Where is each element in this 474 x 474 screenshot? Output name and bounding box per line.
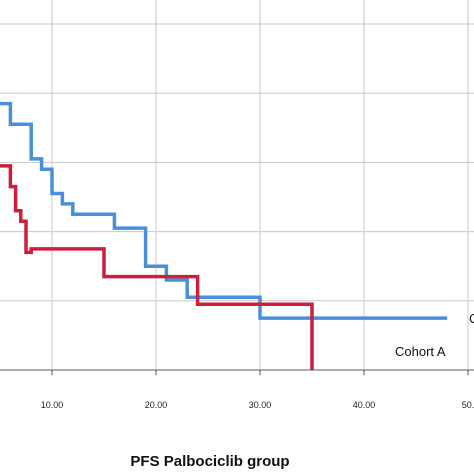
x-tick-label-4: 40.00 <box>353 400 376 410</box>
vertical-grid <box>51 0 469 370</box>
series-layer <box>0 101 448 370</box>
horizontal-grid <box>0 23 474 302</box>
series-line-1 <box>0 101 448 320</box>
x-axis-title: PFS Palbociclib group <box>130 453 289 470</box>
x-tick-label-5: 50. <box>462 400 474 410</box>
x-tick-label-3: 30.00 <box>249 400 272 410</box>
series-label-c: C <box>469 311 474 326</box>
x-tick-label-1: 10.00 <box>41 400 64 410</box>
axes <box>0 369 474 375</box>
series-line-2 <box>0 164 314 370</box>
x-tick-label-2: 20.00 <box>145 400 168 410</box>
x-tick-labels: 10.00 20.00 30.00 40.00 50. <box>41 400 474 410</box>
series-label-cohort-a: Cohort A <box>395 344 446 359</box>
